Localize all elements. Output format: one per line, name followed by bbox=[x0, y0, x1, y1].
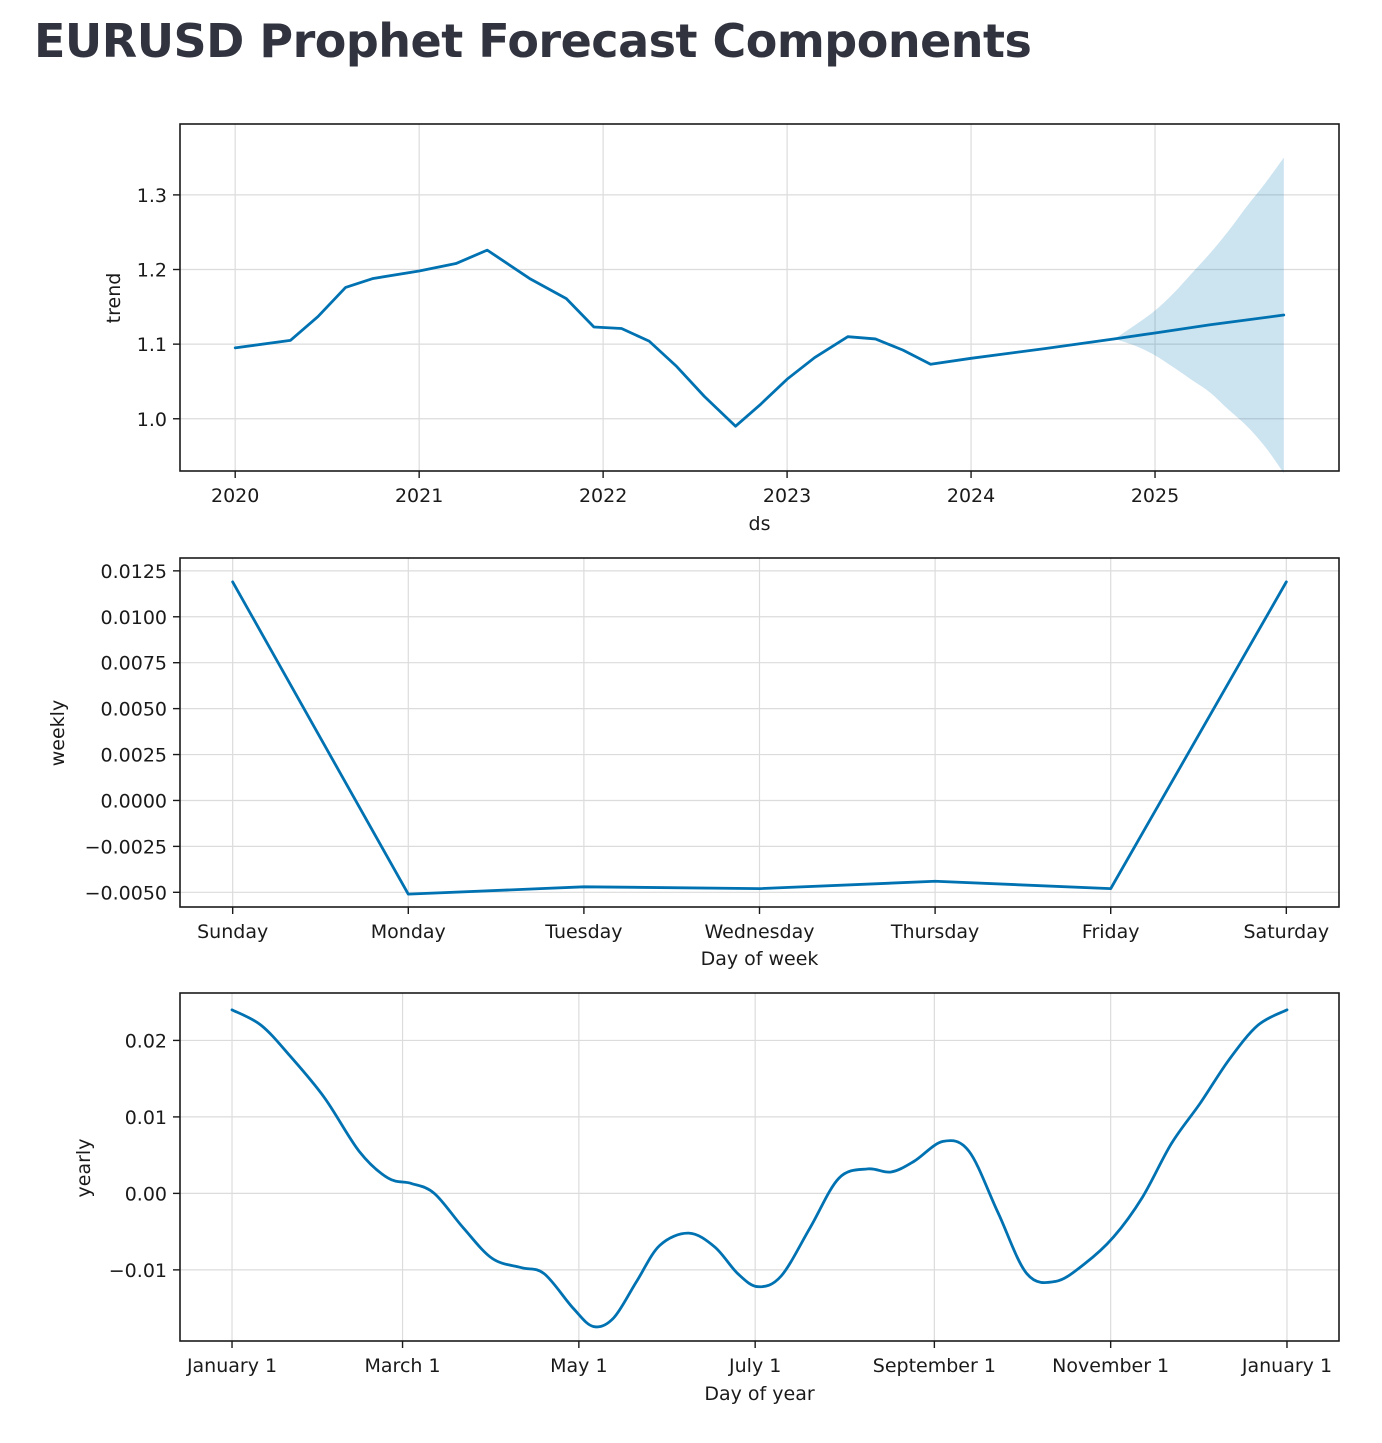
yearly-series-line bbox=[230, 1008, 1289, 1329]
x-tick-label: 2022 bbox=[579, 485, 627, 507]
yearly-panel: January 1 March 1 May 1 July 1 September 1 No… bbox=[73, 992, 1340, 1405]
x-axis-label: Day of week bbox=[701, 948, 819, 970]
x-tick-label: Wednesday bbox=[704, 921, 814, 943]
y-tick-label: −0.0050 bbox=[85, 882, 167, 904]
x-tick-label: 2025 bbox=[1131, 485, 1179, 507]
x-tick-label: 2023 bbox=[763, 485, 811, 507]
x-axis-label: ds bbox=[749, 513, 771, 535]
axes-frame bbox=[179, 992, 1340, 1342]
x-tick-label: 2021 bbox=[395, 485, 443, 507]
y-axis-label: yearly bbox=[73, 1139, 95, 1198]
y-tick-label: 0.0025 bbox=[101, 745, 167, 767]
x-tick-label: July 1 bbox=[728, 1355, 781, 1377]
y-tick-label: 1.2 bbox=[137, 260, 167, 282]
x-tick-label: 2024 bbox=[947, 485, 995, 507]
y-tick-label: 1.1 bbox=[137, 334, 167, 356]
x-tick-label: Monday bbox=[371, 921, 446, 943]
weekly-series-line bbox=[231, 580, 1288, 896]
y-tick-label: −0.01 bbox=[109, 1260, 167, 1282]
y-axis-label: weekly bbox=[47, 700, 69, 766]
axes-frame bbox=[179, 123, 1340, 472]
x-tick-label: Sunday bbox=[197, 921, 268, 943]
x-tick-label: 2020 bbox=[211, 485, 259, 507]
y-tick-label: 1.0 bbox=[137, 409, 167, 431]
x-tick-label: November 1 bbox=[1052, 1355, 1169, 1377]
x-tick-label: Thursday bbox=[890, 921, 979, 943]
y-tick-label: 0.00 bbox=[125, 1183, 167, 1205]
x-tick-label: Friday bbox=[1082, 921, 1140, 943]
y-tick-label: 0.0125 bbox=[101, 561, 167, 583]
y-axis-label: trend bbox=[103, 273, 125, 324]
y-tick-label: 0.0100 bbox=[101, 607, 167, 629]
y-tick-label: 0.0050 bbox=[101, 699, 167, 721]
y-tick-label: 0.02 bbox=[125, 1030, 167, 1052]
x-tick-label: Tuesday bbox=[544, 921, 622, 943]
x-tick-label: May 1 bbox=[550, 1355, 607, 1377]
y-tick-label: −0.0025 bbox=[85, 836, 167, 858]
x-tick-label: Saturday bbox=[1244, 921, 1330, 943]
y-tick-label: 0.0000 bbox=[101, 790, 167, 812]
y-tick-label: 0.0075 bbox=[101, 653, 167, 675]
y-tick-label: 0.01 bbox=[125, 1107, 167, 1129]
x-tick-label: March 1 bbox=[365, 1355, 441, 1377]
weekly-panel: Sunday Monday Tuesday Wednesday Thursday Frid… bbox=[47, 557, 1340, 970]
x-tick-label: January 1 bbox=[186, 1355, 277, 1377]
x-tick-label: September 1 bbox=[873, 1355, 996, 1377]
x-tick-label: January 1 bbox=[1241, 1355, 1332, 1377]
x-axis-label: Day of year bbox=[704, 1383, 814, 1405]
y-tick-label: 1.3 bbox=[137, 185, 167, 207]
page-title: EURUSD Prophet Forecast Components bbox=[34, 14, 1032, 68]
uncertainty-band bbox=[1114, 157, 1284, 474]
trend-series-line bbox=[233, 248, 1286, 428]
trend-panel: 2020 2021 2022 2023 2024 2025 1.0 1.1 1.2 1.3 ds tr… bbox=[103, 123, 1340, 535]
